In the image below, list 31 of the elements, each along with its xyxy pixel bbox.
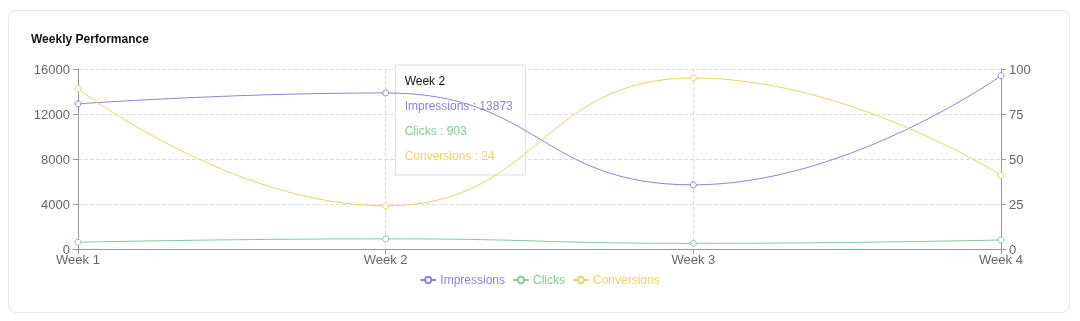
- point: [74, 238, 82, 246]
- y-tick-label: 12000: [33, 106, 70, 122]
- point: [382, 202, 390, 210]
- annotation: Conversions : 24: [404, 149, 496, 163]
- point: [689, 74, 697, 82]
- y2-tick-label: 75: [1009, 106, 1024, 122]
- y2-tick-label: 0: [1009, 241, 1017, 257]
- x-tick-label: Week 2: [363, 252, 408, 267]
- point: [689, 239, 697, 247]
- point: [689, 181, 697, 189]
- x-tick-label: Week 1: [56, 252, 100, 267]
- y-tick-label: 8000: [41, 151, 70, 167]
- point: [74, 100, 82, 108]
- y2-tick-label: 100: [1009, 61, 1031, 77]
- annotation: Clicks : 903: [404, 124, 468, 138]
- chart-title: Weekly Performance: [31, 32, 150, 46]
- y2-tick-label: 50: [1009, 151, 1024, 167]
- y-tick-label: 16000: [33, 61, 70, 77]
- annotation: Week 2: [404, 74, 446, 88]
- legend-label: Impressions: [440, 273, 505, 287]
- y-tick-label: 4000: [41, 196, 70, 212]
- point: [382, 89, 390, 97]
- y2-tick-label: 25: [1009, 196, 1024, 212]
- point: [74, 85, 82, 93]
- legend-label: Clicks: [533, 273, 565, 287]
- point: [997, 236, 1005, 244]
- x-tick-label: Week 3: [671, 252, 716, 267]
- point: [997, 171, 1005, 179]
- annotation: Impressions : 13873: [404, 99, 514, 113]
- point: [382, 235, 390, 243]
- legend-label: Conversions: [592, 273, 660, 287]
